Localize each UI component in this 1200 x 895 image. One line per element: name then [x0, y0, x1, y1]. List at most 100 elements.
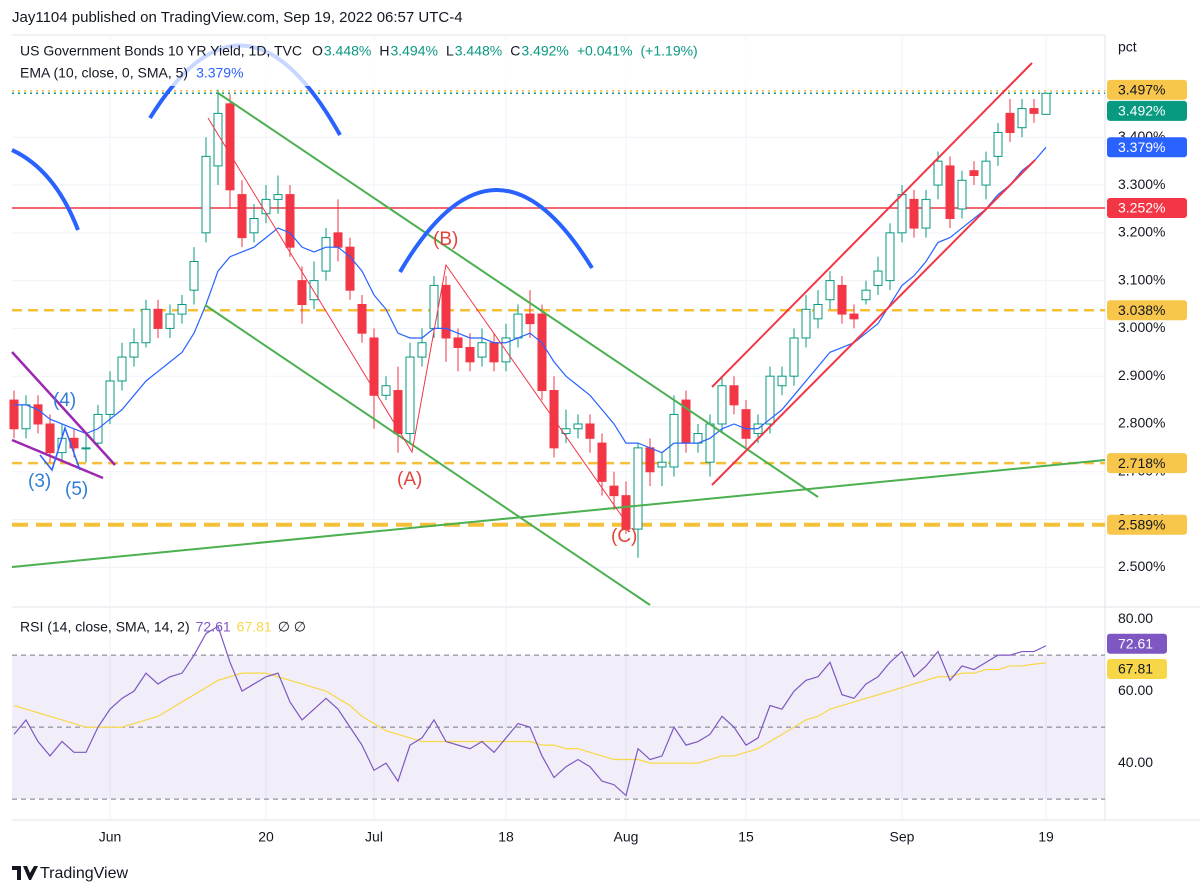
y-tick-label: 40.00 — [1118, 754, 1153, 770]
candle-body — [417, 342, 427, 358]
legend-backdrop — [14, 40, 754, 86]
y-tick-label: 2.500% — [1118, 558, 1165, 574]
ema-legend-value: 3.379% — [196, 65, 243, 81]
x-tick-label: 18 — [498, 829, 514, 845]
candle-body — [165, 313, 175, 329]
ohlc-value: +0.041% — [577, 43, 633, 59]
channel-line — [711, 62, 1033, 388]
rsi-legend: RSI (14, close, SMA, 14, 2) — [20, 619, 190, 635]
candle-body — [285, 194, 295, 248]
drawings — [11, 43, 1106, 606]
candle-body — [309, 280, 319, 301]
candle-body — [729, 385, 739, 406]
candle-body — [717, 385, 727, 425]
trend-line — [217, 92, 819, 498]
price-tag-label: 2.589% — [1118, 517, 1165, 533]
candle-body — [1029, 108, 1039, 114]
rsi-pane: 40.00 60.00 80.00 RSI (14, close, SMA, 14, … — [12, 610, 1153, 800]
y-tick-label: 3.000% — [1118, 319, 1165, 335]
candle-body — [333, 232, 343, 248]
ema-line — [14, 146, 1047, 454]
candle-body — [537, 313, 547, 392]
candle-body — [369, 337, 379, 396]
price-tag-label: 3.497% — [1118, 82, 1165, 98]
y-tick-label: 80.00 — [1118, 610, 1153, 626]
candle-body — [21, 404, 31, 430]
rsi-line — [13, 625, 1047, 797]
candle-body — [993, 131, 1003, 157]
candle-body — [429, 284, 439, 329]
wave-path — [207, 117, 629, 526]
candle-body — [321, 237, 331, 272]
candle-body — [705, 423, 715, 463]
wedge-line — [11, 438, 104, 480]
wave-label: (A) — [397, 469, 422, 490]
candles — [9, 89, 1051, 558]
x-tick-label: Sep — [890, 829, 915, 845]
wave-path — [39, 425, 81, 472]
candle-body — [513, 313, 523, 339]
price-tag — [1107, 514, 1187, 535]
candle-body — [1041, 92, 1051, 115]
ohlc-value: 3.448% — [324, 43, 371, 59]
candle-body — [249, 217, 259, 234]
candle-body — [969, 170, 979, 176]
x-tick-label: 15 — [738, 829, 754, 845]
candle-body — [189, 261, 199, 291]
candle-body — [45, 423, 55, 454]
candle-body — [33, 404, 43, 425]
x-tick-label: Aug — [614, 829, 639, 845]
candle-body — [129, 342, 139, 358]
candle-body — [1017, 108, 1027, 129]
candle-body — [525, 313, 535, 325]
price-tag-label: 3.492% — [1118, 103, 1165, 119]
arc — [11, 148, 80, 231]
wave-label: (5) — [65, 479, 88, 500]
price-pane: 2.500%2.600%2.700%2.800%2.900%3.000%3.10… — [9, 35, 1165, 820]
candle-body — [609, 485, 619, 497]
ohlc-value: 3.448% — [455, 43, 502, 59]
rsi-tag-label: 72.61 — [1118, 635, 1153, 651]
candle-body — [117, 356, 127, 382]
symbol-title: US Government Bonds 10 YR Yield, 1D, TVC — [20, 43, 302, 59]
ohlc-key: L — [446, 43, 454, 59]
candle-body — [909, 198, 919, 229]
arc — [398, 188, 594, 274]
y-tick-label: 3.200% — [1118, 224, 1165, 240]
wave-label: (B) — [433, 229, 458, 250]
candle-body — [381, 385, 391, 396]
candle-body — [789, 337, 799, 377]
trend-line — [11, 459, 1106, 568]
candle-body — [453, 337, 463, 349]
rsi-legend-value: 67.81 — [237, 619, 272, 635]
logo — [12, 866, 38, 880]
candle-body — [9, 399, 19, 430]
candle-body — [345, 246, 355, 291]
ohlc-key: C — [510, 43, 520, 59]
rsi-legend-value: 72.61 — [196, 619, 231, 635]
price-tag-label: 2.718% — [1118, 455, 1165, 471]
candle-body — [801, 308, 811, 339]
y-tick-label: 3.100% — [1118, 271, 1165, 287]
candle-body — [105, 380, 115, 415]
candle-body — [897, 194, 907, 234]
ema-legend: EMA (10, close, 0, SMA, 5) — [20, 65, 188, 81]
candle-body — [393, 390, 403, 435]
price-tag — [1107, 300, 1187, 321]
candle-body — [645, 447, 655, 473]
candle-body — [873, 270, 883, 286]
price-tag — [1107, 79, 1187, 100]
wave-label: (4) — [53, 390, 76, 411]
x-tick-label: 20 — [258, 829, 274, 845]
candle-body — [261, 198, 271, 215]
publish-header: Jay1104 published on TradingView.com, Se… — [12, 9, 463, 26]
footer: TradingView — [12, 865, 128, 882]
candle-body — [441, 284, 451, 339]
candle-body — [237, 194, 247, 239]
candle-body — [573, 423, 583, 430]
x-tick-label: Jul — [365, 829, 383, 845]
y-tick-label: 3.300% — [1118, 176, 1165, 192]
candle-body — [201, 155, 211, 234]
candle-body — [633, 447, 643, 530]
candle-body — [837, 284, 847, 315]
